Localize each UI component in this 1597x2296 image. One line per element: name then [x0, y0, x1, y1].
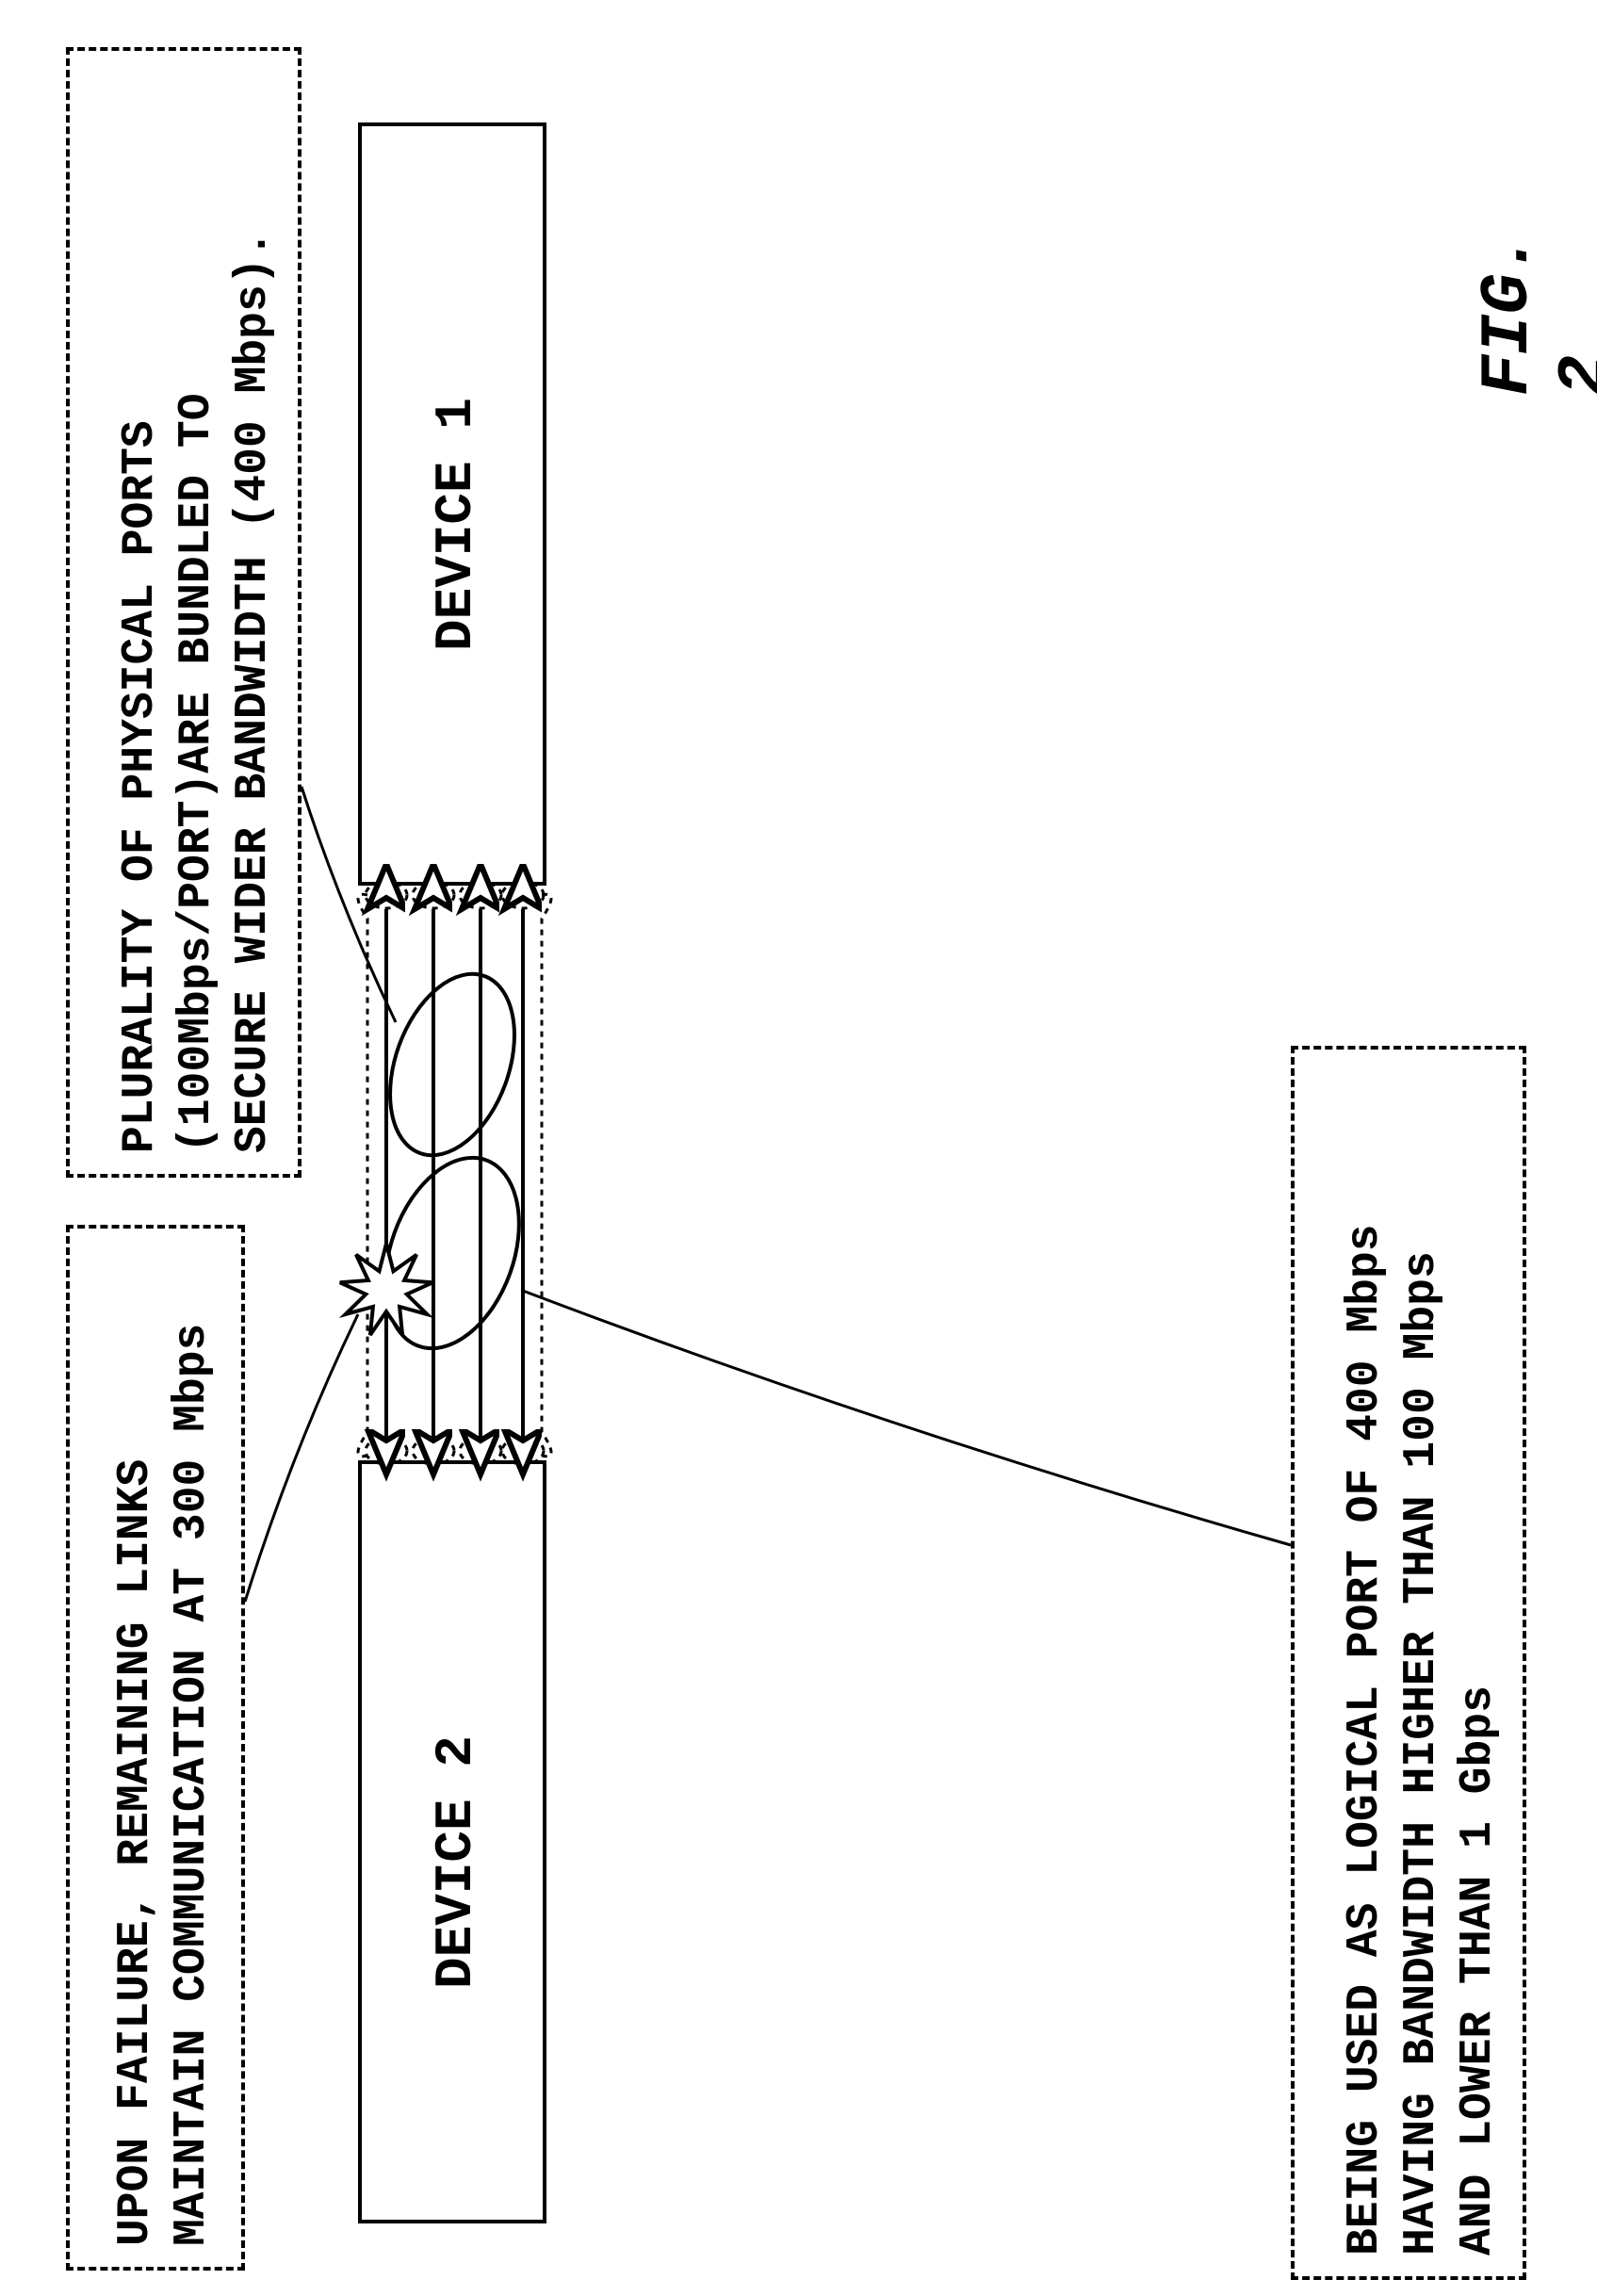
leader-bottom — [523, 1291, 1291, 1545]
callout-logical-port-text: BEING USED AS LOGICAL PORT OF 400 Mbps H… — [1337, 1224, 1507, 2255]
device-1-label: DEVICE 1 — [426, 397, 486, 651]
device-2: DEVICE 2 — [358, 1460, 546, 2223]
leader-top-right — [245, 1314, 358, 1602]
failure-star-icon — [340, 1244, 432, 1335]
callout-failure: UPON FAILURE, REMAINING LINKS MAINTAIN C… — [66, 1225, 245, 2271]
callout-logical-port: BEING USED AS LOGICAL PORT OF 400 Mbps H… — [1291, 1046, 1526, 2280]
bundle-ellipse-right — [361, 1139, 544, 1367]
link-arrows — [386, 909, 523, 1437]
callout-failure-text: UPON FAILURE, REMAINING LINKS MAINTAIN C… — [107, 1324, 220, 2246]
bundle-ellipse-left — [367, 957, 537, 1173]
device-2-label: DEVICE 2 — [426, 1734, 486, 1989]
figure-title: FIG. 2 — [1470, 233, 1597, 396]
callout-physical-ports: PLURALITY OF PHYSICAL PORTS (100Mbps/POR… — [66, 47, 301, 1178]
device-1: DEVICE 1 — [358, 122, 546, 886]
link-bundle-envelope — [358, 882, 551, 1464]
callout-physical-ports-text: PLURALITY OF PHYSICAL PORTS (100Mbps/POR… — [112, 231, 282, 1153]
